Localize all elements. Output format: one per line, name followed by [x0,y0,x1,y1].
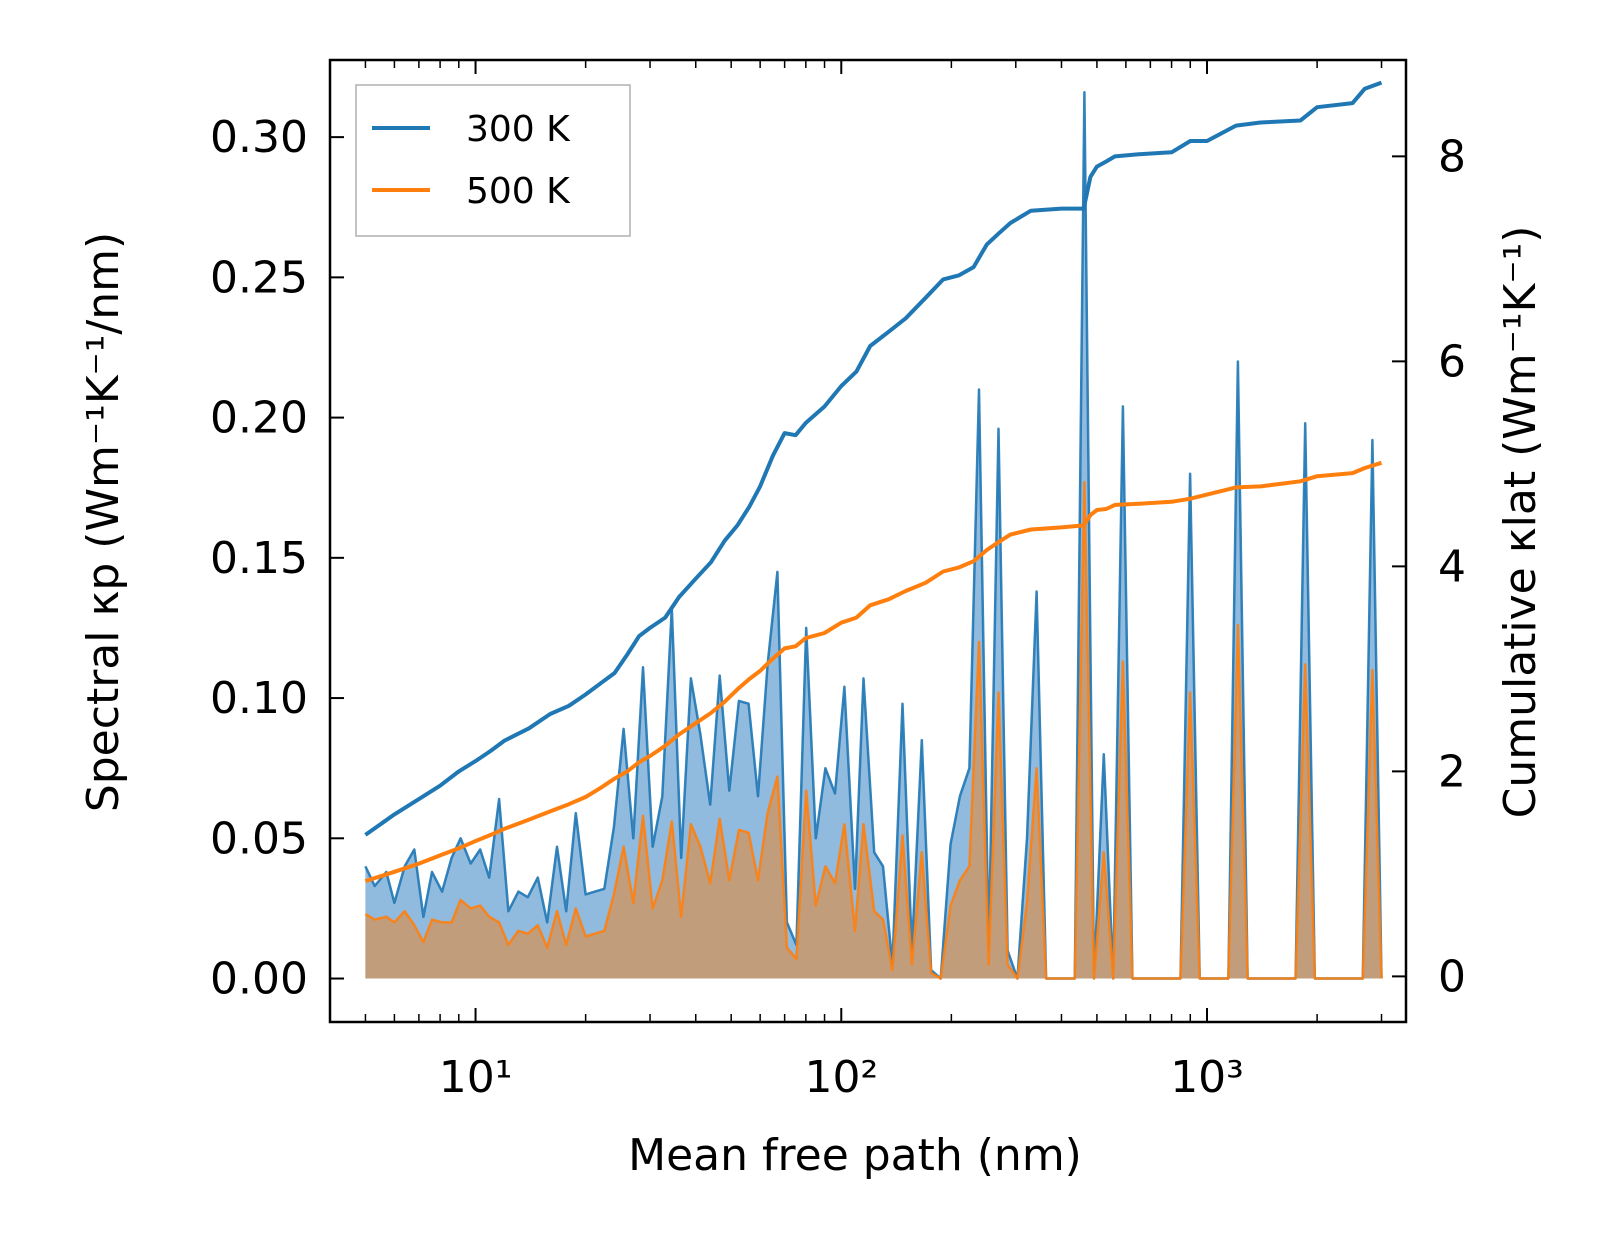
y-right-tick-label: 8 [1438,131,1466,182]
plot-area [364,80,1383,980]
y-left-tick-label: 0.15 [210,533,308,584]
y-right-tick-label: 2 [1438,746,1466,797]
axes: 10¹ 10² 10³ 0.00 0.05 0.10 0.15 0.20 0.25 0.30 0 2 4… [210,58,1466,1103]
legend-label-300k: 300 K [466,109,571,150]
y-right-tick-label: 0 [1438,951,1466,1002]
y-left-tick-label: 0.00 [210,954,308,1005]
legend-label-500k: 500 K [466,171,571,212]
y-right-tick-label: 6 [1438,336,1466,387]
y-left-tick-label: 0.25 [210,252,308,303]
y-right-tick-label: 4 [1438,541,1466,592]
x-tick-label: 10³ [1170,1052,1244,1103]
x-tick-label: 10¹ [439,1052,513,1103]
x-tick-label: 10² [804,1052,878,1103]
x-axis-title: Mean free path (nm) [628,1130,1082,1181]
cumulative-line-300k [364,80,1383,837]
spectral-line-500k [364,480,1383,980]
cumulative-line-500k [364,460,1383,884]
y-left-axis-title: Spectral κp (Wm⁻¹K⁻¹/nm) [78,232,129,812]
y-left-tick-label: 0.30 [210,112,308,163]
legend-frame [355,84,631,237]
plot-frame [328,58,1408,1024]
legend: 300 K 500 K [355,84,631,237]
y-right-axis-title: Cumulative κlat (Wm⁻¹K⁻¹) [1495,226,1546,819]
y-left-tick-label: 0.10 [210,673,308,724]
y-left-tick-label: 0.20 [210,393,308,444]
y-left-tick-label: 0.05 [210,813,308,864]
